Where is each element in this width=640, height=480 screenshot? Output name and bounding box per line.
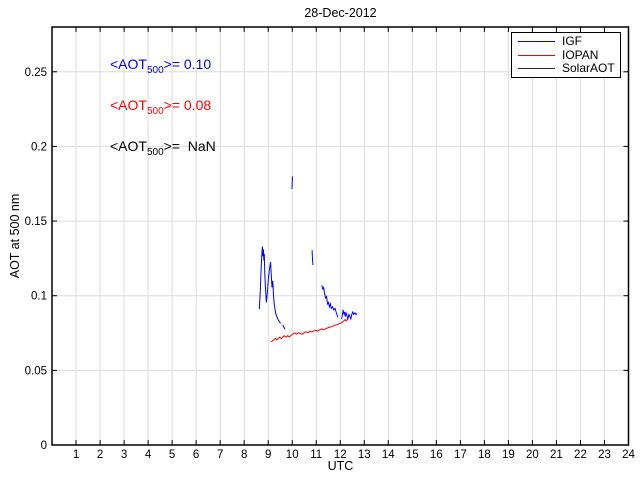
annotation-text: <AOT: [110, 97, 147, 113]
x-axis-label: UTC: [327, 459, 354, 473]
x-tick-label: 17: [454, 449, 467, 461]
legend-entry-solaraot: SolarAOT: [518, 61, 615, 76]
y-tick-label: 0.2: [31, 141, 47, 153]
x-tick-label: 15: [406, 449, 419, 461]
annotation-subscript: 500: [146, 105, 164, 117]
legend-entry-iopan: IOPAN: [518, 47, 614, 62]
x-tick-label: 1: [73, 449, 79, 461]
x-tick-label: 3: [121, 449, 127, 461]
x-tick-label: 6: [193, 449, 199, 461]
y-axis-label: AOT at 500 nm: [8, 193, 22, 279]
legend-entry-igf: IGF: [518, 33, 614, 48]
y-tick-label: 0.05: [25, 365, 47, 377]
x-tick-label: 24: [622, 449, 635, 461]
x-tick-label: 2: [97, 449, 103, 461]
annotation-text: <AOT: [110, 56, 147, 72]
mean-aot-annotation-igf: <AOT500>= 0.10: [110, 56, 211, 76]
x-tick-label: 7: [217, 449, 223, 461]
legend: IGF IOPAN SolarAOT: [511, 32, 621, 78]
x-tick-label: 4: [145, 449, 152, 461]
x-tick-label: 5: [169, 449, 175, 461]
x-tick-label: 20: [526, 449, 539, 461]
y-tick-label: 0.25: [25, 67, 47, 79]
x-tick-label: 13: [358, 449, 371, 461]
legend-label-solaraot: SolarAOT: [562, 61, 615, 76]
legend-line-sample-solaraot: [518, 68, 555, 70]
x-tick-label: 8: [241, 449, 247, 461]
iopan-data-line: [270, 317, 349, 343]
x-tick-label: 16: [430, 449, 443, 461]
y-tick-label: 0.1: [31, 291, 47, 303]
legend-label-igf: IGF: [562, 33, 582, 48]
x-tick-label: 22: [574, 449, 587, 461]
igf-data-line: [321, 285, 339, 318]
x-tick-label: 11: [310, 449, 322, 461]
legend-line-sample-igf: [518, 40, 555, 42]
y-tick-label: 0: [41, 440, 47, 452]
annotation-text: <AOT: [110, 138, 147, 154]
annotation-value: >= 0.08: [163, 97, 212, 113]
mean-aot-annotation-iopan: <AOT500>= 0.08: [110, 97, 211, 117]
igf-data-line: [282, 324, 286, 330]
chart-title: 28-Dec-2012: [304, 6, 377, 20]
x-tick-label: 10: [286, 449, 299, 461]
legend-line-sample-iopan: [518, 54, 555, 56]
x-tick-label: 12: [334, 449, 347, 461]
igf-data-line: [311, 250, 314, 266]
annotation-subscript: 500: [146, 64, 164, 76]
x-tick-label: 21: [550, 449, 563, 461]
y-tick-label: 0.15: [25, 216, 47, 228]
annotation-value: >= NaN: [163, 138, 216, 154]
x-tick-label: 23: [598, 449, 611, 461]
igf-data-line: [258, 246, 282, 324]
igf-data-line: [341, 309, 358, 321]
annotation-value: >= 0.10: [163, 56, 212, 72]
x-tick-label: 14: [382, 449, 395, 461]
x-tick-label: 19: [502, 449, 515, 461]
legend-label-iopan: IOPAN: [562, 47, 599, 62]
mean-aot-annotation-solaraot: <AOT500>= NaN: [110, 138, 216, 158]
x-tick-label: 9: [265, 449, 271, 461]
x-tick-label: 18: [478, 449, 491, 461]
annotation-subscript: 500: [146, 146, 164, 158]
